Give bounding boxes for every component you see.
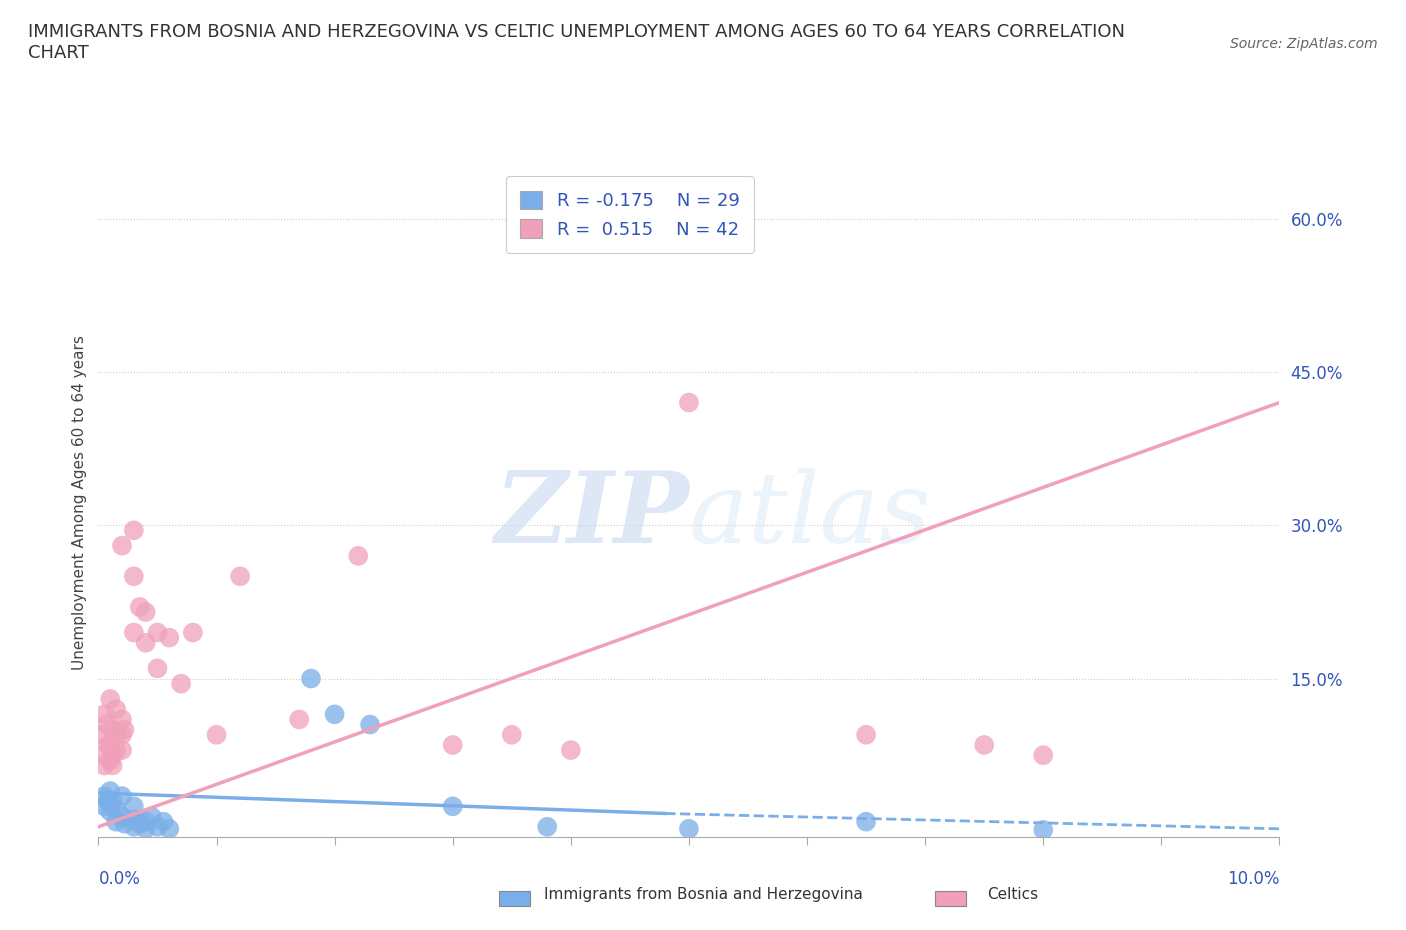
Point	[359, 717, 381, 732]
Point	[299, 671, 322, 686]
Y-axis label: Unemployment Among Ages 60 to 64 years: Unemployment Among Ages 60 to 64 years	[72, 335, 87, 670]
Point	[93, 789, 115, 804]
Point	[441, 737, 464, 752]
Point	[111, 809, 134, 824]
Text: 0.0%: 0.0%	[98, 870, 141, 888]
Point	[96, 717, 118, 732]
Point	[101, 794, 124, 809]
Text: atlas: atlas	[689, 468, 932, 564]
Point	[93, 758, 115, 773]
Point	[122, 625, 145, 640]
Point	[128, 600, 150, 615]
Point	[135, 815, 157, 830]
Point	[157, 821, 180, 836]
Point	[855, 727, 877, 742]
Point	[112, 723, 135, 737]
Point	[91, 727, 114, 742]
Point	[111, 538, 134, 553]
Point	[93, 748, 115, 763]
Legend: R = -0.175    N = 29, R =  0.515    N = 42: R = -0.175 N = 29, R = 0.515 N = 42	[506, 177, 754, 253]
Point	[181, 625, 204, 640]
Point	[101, 758, 124, 773]
Point	[135, 821, 157, 836]
Text: Celtics: Celtics	[987, 887, 1038, 902]
Point	[170, 676, 193, 691]
Point	[111, 789, 134, 804]
Point	[157, 631, 180, 645]
Point	[98, 737, 121, 752]
Point	[101, 748, 124, 763]
Point	[111, 743, 134, 758]
Text: ZIP: ZIP	[494, 468, 689, 564]
Point	[122, 569, 145, 584]
Point	[146, 819, 169, 834]
Point	[122, 812, 145, 827]
Point	[141, 809, 163, 824]
Point	[97, 794, 120, 809]
Point	[146, 625, 169, 640]
Point	[97, 737, 120, 752]
Point	[288, 712, 311, 727]
Point	[205, 727, 228, 742]
Point	[111, 712, 134, 727]
Point	[323, 707, 346, 722]
Point	[347, 549, 370, 564]
Point	[146, 661, 169, 676]
Point	[229, 569, 252, 584]
Point	[678, 395, 700, 410]
Point	[93, 799, 115, 814]
Point	[501, 727, 523, 742]
Point	[1032, 822, 1054, 837]
Point	[105, 727, 128, 742]
Point	[536, 819, 558, 834]
Point	[1032, 748, 1054, 763]
Point	[98, 692, 121, 707]
Point	[135, 635, 157, 650]
Point	[122, 819, 145, 834]
Point	[855, 815, 877, 830]
Point	[973, 737, 995, 752]
Point	[101, 723, 124, 737]
Point	[93, 707, 115, 722]
Point	[105, 802, 128, 817]
Point	[98, 784, 121, 799]
Point	[105, 815, 128, 830]
Point	[122, 799, 145, 814]
Point	[111, 727, 134, 742]
Point	[98, 753, 121, 768]
Text: IMMIGRANTS FROM BOSNIA AND HERZEGOVINA VS CELTIC UNEMPLOYMENT AMONG AGES 60 TO 6: IMMIGRANTS FROM BOSNIA AND HERZEGOVINA V…	[28, 23, 1125, 62]
Point	[112, 817, 135, 831]
Text: Immigrants from Bosnia and Herzegovina: Immigrants from Bosnia and Herzegovina	[544, 887, 862, 902]
Point	[98, 804, 121, 819]
Point	[441, 799, 464, 814]
Point	[135, 604, 157, 619]
Point	[678, 821, 700, 836]
Point	[152, 815, 174, 830]
Point	[105, 743, 128, 758]
Text: Source: ZipAtlas.com: Source: ZipAtlas.com	[1230, 37, 1378, 51]
Point	[105, 702, 128, 717]
Text: 10.0%: 10.0%	[1227, 870, 1279, 888]
Point	[122, 523, 145, 538]
Point	[560, 743, 582, 758]
Point	[128, 817, 150, 831]
